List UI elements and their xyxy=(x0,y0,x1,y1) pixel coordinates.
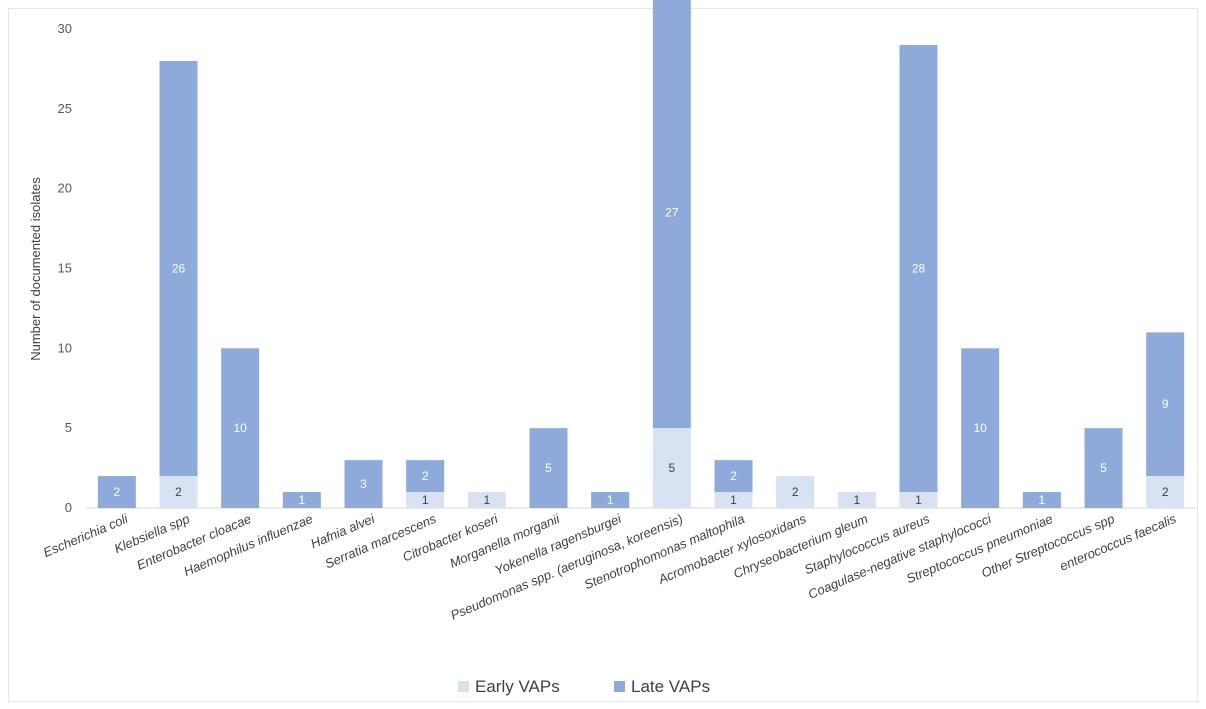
bar-early xyxy=(652,428,691,508)
legend-label-early: Early VAPs xyxy=(475,677,560,696)
y-tick-label: 0 xyxy=(65,500,72,515)
bar-early xyxy=(1146,476,1185,508)
bar-late xyxy=(899,44,938,493)
data-label-late: 2 xyxy=(113,485,120,499)
data-label-late: 1 xyxy=(1038,493,1045,507)
data-label-early: 2 xyxy=(1162,485,1169,499)
data-label-early: 1 xyxy=(853,493,860,507)
bar-early xyxy=(899,492,938,508)
y-axis-ticks: 0 5 10 15 20 25 30 xyxy=(58,21,72,515)
legend-label-late: Late VAPs xyxy=(631,677,710,696)
bar-early xyxy=(159,476,198,508)
y-tick-label: 15 xyxy=(58,261,72,276)
data-label-late: 2 xyxy=(730,469,737,483)
data-label-late: 10 xyxy=(233,421,247,435)
data-label-late: 9 xyxy=(1162,397,1169,411)
data-label-early: 2 xyxy=(792,485,799,499)
data-label-late: 27 xyxy=(665,206,679,220)
bars-group: 2 2 26 10 1 3 1 2 1 5 1 5 27 1 2 2 1 1 28 10 1 5 2 9 xyxy=(97,0,1185,508)
data-label-early: 1 xyxy=(422,493,429,507)
y-tick-label: 25 xyxy=(58,101,72,116)
bar-late xyxy=(529,428,568,508)
legend-swatch-late xyxy=(614,681,625,692)
bar-late xyxy=(591,492,630,508)
bar-late xyxy=(97,476,136,508)
bar-early xyxy=(776,476,815,508)
bar-late xyxy=(1022,492,1061,508)
y-axis-label: Number of documented isolates xyxy=(28,177,43,361)
bar-late xyxy=(714,460,753,493)
data-label-early: 1 xyxy=(730,493,737,507)
bar-late xyxy=(406,460,445,493)
y-tick-label: 10 xyxy=(58,340,72,355)
bar-late xyxy=(221,348,260,508)
data-label-late: 28 xyxy=(912,262,926,276)
y-tick-label: 30 xyxy=(58,21,72,36)
bar-late xyxy=(344,460,383,508)
bar-early xyxy=(406,492,445,508)
data-label-early: 5 xyxy=(668,461,675,475)
y-tick-label: 20 xyxy=(58,181,72,196)
bar-late xyxy=(961,348,1000,508)
data-label-late: 10 xyxy=(973,421,987,435)
data-label-late: 1 xyxy=(607,493,614,507)
data-label-late: 26 xyxy=(172,262,186,276)
bar-early xyxy=(467,492,506,508)
data-label-early: 1 xyxy=(915,493,922,507)
data-label-early: 1 xyxy=(483,493,490,507)
bar-early xyxy=(714,492,753,508)
bar-late xyxy=(652,0,691,429)
data-label-late: 5 xyxy=(545,461,552,475)
y-tick-label: 5 xyxy=(65,420,72,435)
data-label-late: 5 xyxy=(1100,461,1107,475)
bar-late xyxy=(1146,332,1185,477)
legend-swatch-early xyxy=(458,681,469,692)
bar-late xyxy=(282,492,321,508)
legend: Early VAPs Late VAPs xyxy=(458,677,710,696)
chart-frame xyxy=(8,8,1198,702)
data-label-early: 2 xyxy=(175,485,182,499)
data-label-late: 2 xyxy=(422,469,429,483)
bar-late xyxy=(159,60,198,477)
data-label-late: 1 xyxy=(298,493,305,507)
data-label-late: 3 xyxy=(360,477,367,491)
bar-early xyxy=(837,492,876,508)
bar-late xyxy=(1084,428,1123,508)
